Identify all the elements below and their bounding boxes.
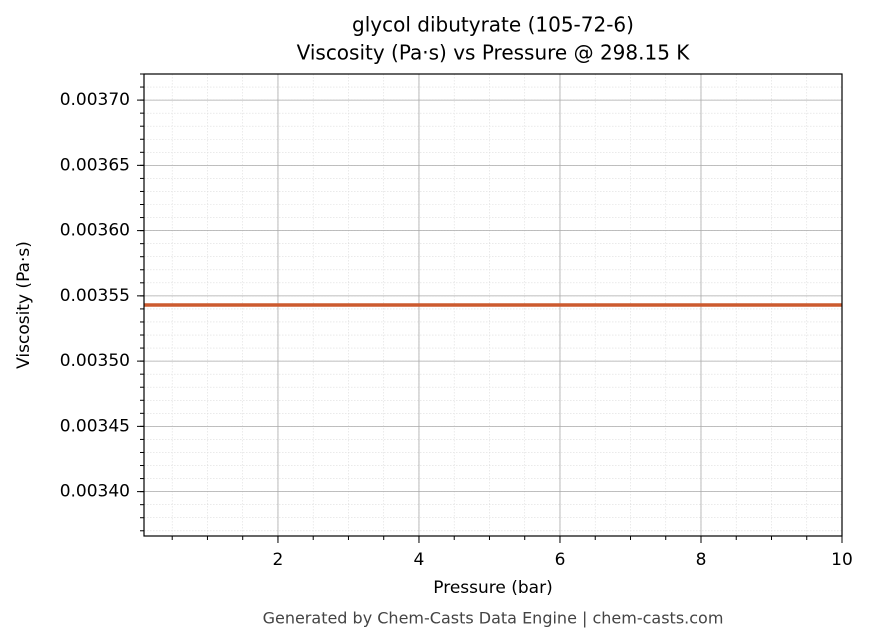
plot-frame [143,73,843,537]
y-tick-label: 0.00355 [60,286,130,306]
y-tick-label: 0.00350 [60,351,130,371]
y-tick-label: 0.00370 [60,90,130,110]
y-axis-label: Viscosity (Pa·s) [14,241,34,369]
x-tick-label: 6 [555,550,566,570]
y-tick-label: 0.00345 [60,416,130,436]
footer: Generated by Chem-Casts Data Engine | ch… [263,609,724,628]
x-tick-label: 4 [414,550,425,570]
y-tick-label: 0.00365 [60,155,130,175]
y-tick-label: 0.00340 [60,482,130,502]
x-tick-label: 10 [831,550,853,570]
y-tick-label: 0.00360 [60,221,130,241]
x-tick-label: 8 [696,550,707,570]
x-axis-label: Pressure (bar) [433,578,552,598]
chart-title: glycol dibutyrate (105-72-6) [352,13,634,37]
x-tick-label: 2 [273,550,284,570]
chart-subtitle: Viscosity (Pa·s) vs Pressure @ 298.15 K [297,41,691,65]
